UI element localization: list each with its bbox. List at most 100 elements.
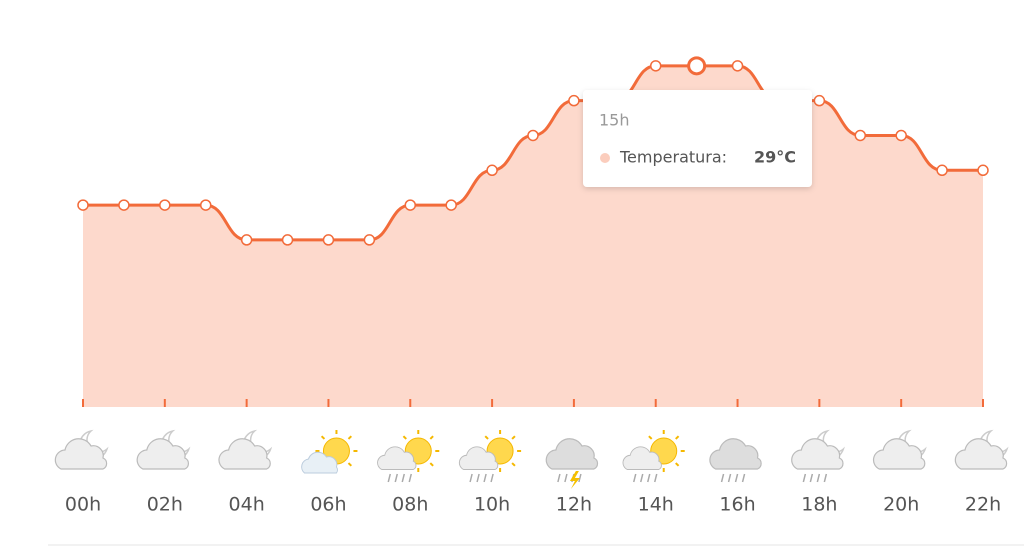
weather-icon: [458, 430, 522, 483]
tooltip-box: [583, 90, 812, 187]
rain: [809, 473, 814, 483]
cloud: [54, 438, 108, 470]
weather-icons: [54, 429, 1009, 489]
rain: [720, 473, 725, 483]
plot: [77, 56, 989, 407]
rain: [401, 473, 406, 483]
rain: [483, 473, 487, 483]
cloud: [545, 438, 599, 470]
weather-icon: [54, 429, 109, 470]
rain: [476, 473, 480, 483]
rain: [823, 473, 828, 483]
sun-ray: [320, 435, 326, 440]
rain: [408, 473, 413, 483]
cloud: [954, 438, 1008, 470]
point: [568, 94, 580, 107]
rain: [557, 473, 561, 483]
point: [281, 234, 294, 246]
rain: [564, 473, 568, 483]
rain: [632, 473, 637, 483]
x-tick-label: 00h: [65, 494, 101, 516]
sun-ray: [347, 435, 353, 440]
sun-ray: [347, 462, 353, 467]
tooltip-title: 15h: [599, 111, 630, 130]
weather-icon: [136, 429, 191, 470]
x-tick-label: 04h: [229, 494, 265, 516]
point: [445, 199, 457, 211]
weather-icon: [545, 438, 599, 489]
cloud: [218, 438, 271, 470]
weather-icon: [622, 430, 685, 483]
cloud: [458, 446, 499, 470]
sun-ray: [402, 435, 407, 440]
rain: [653, 473, 658, 483]
point: [895, 129, 907, 142]
x-tick-label: 16h: [719, 494, 755, 516]
x-tick-label: 14h: [638, 494, 674, 516]
bolt: [569, 471, 580, 489]
rain: [469, 473, 473, 483]
rain: [741, 473, 746, 483]
weather-icon: [791, 429, 845, 483]
point: [936, 164, 948, 177]
tooltip-value: 29°C: [754, 148, 796, 167]
point: [731, 60, 744, 72]
cloud: [791, 438, 844, 470]
sun-ray: [511, 435, 516, 440]
weather-icon: [301, 430, 358, 474]
x-tick-label: 10h: [474, 494, 510, 516]
rain: [816, 473, 821, 483]
point: [159, 199, 171, 211]
point: [977, 164, 989, 177]
x-tick-label: 06h: [310, 494, 346, 516]
cloud: [872, 438, 926, 470]
cloud: [622, 446, 662, 470]
x-tick-label: 08h: [392, 494, 428, 516]
cloud: [301, 451, 338, 474]
weather-icon: [872, 429, 927, 470]
tooltip: 15h Temperatura: 29°C: [583, 90, 812, 187]
rain: [727, 473, 732, 483]
sun-ray: [675, 435, 680, 440]
sun-ray: [675, 462, 680, 467]
rain: [490, 473, 494, 483]
cloud: [709, 438, 762, 470]
weather-icon: [954, 429, 1009, 470]
x-tick-label: 22h: [965, 494, 1001, 516]
point: [486, 164, 498, 177]
x-tick-label: 20h: [883, 494, 919, 516]
sun-ray: [648, 435, 653, 440]
tooltip-series: Temperatura:: [619, 148, 727, 167]
point: [199, 199, 212, 211]
area: [83, 65, 983, 407]
point: [118, 199, 130, 211]
point: [77, 199, 89, 211]
x-tick-label: 12h: [556, 494, 592, 516]
x-tick-label: 18h: [801, 494, 837, 516]
rain: [802, 473, 807, 483]
weather-icon: [377, 430, 440, 483]
cloud: [136, 438, 189, 470]
point: [854, 129, 867, 142]
point: [687, 56, 707, 76]
x-tick-label: 02h: [147, 494, 183, 516]
sun-ray: [429, 435, 434, 440]
weather-icon: [218, 429, 273, 470]
rain: [646, 473, 651, 483]
sun-ray: [484, 435, 489, 440]
rain: [387, 473, 392, 483]
point: [527, 129, 539, 142]
cloud: [377, 446, 417, 470]
weather-icon: [709, 438, 762, 483]
rain: [639, 473, 644, 483]
point: [322, 234, 335, 246]
point: [240, 234, 253, 246]
rain: [734, 473, 739, 483]
point: [363, 234, 376, 246]
sun-ray: [429, 462, 434, 467]
rain: [394, 473, 399, 483]
point: [649, 60, 662, 72]
point: [404, 199, 417, 211]
